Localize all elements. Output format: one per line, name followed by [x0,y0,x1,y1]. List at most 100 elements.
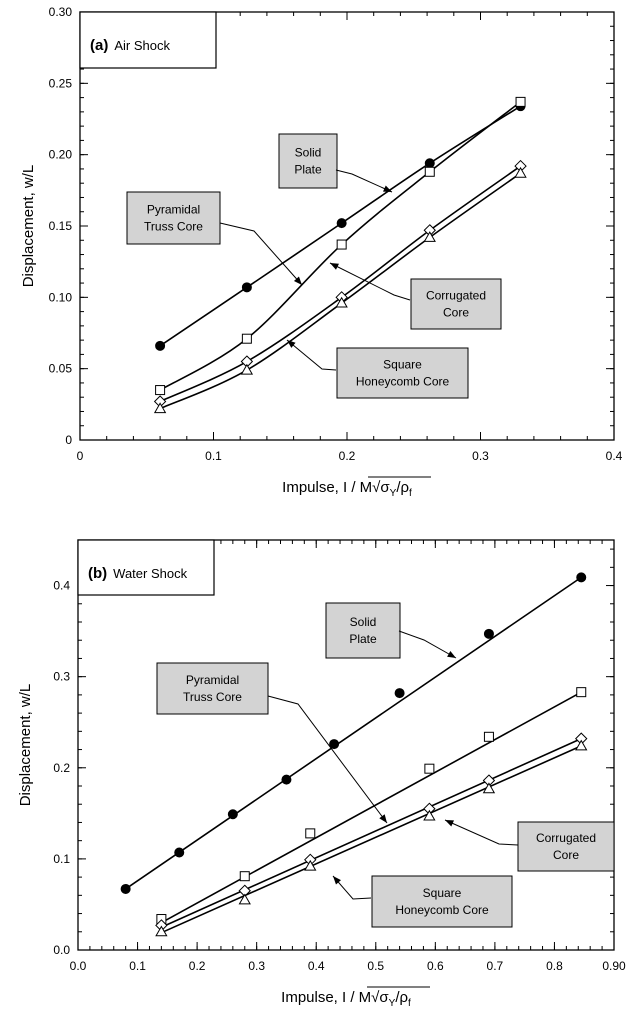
arrow-head-icon [330,263,339,270]
y-tick-label: 0.3 [53,670,70,684]
callout-text: Honeycomb Core [356,375,450,389]
x-tick-label: 0.3 [248,959,265,973]
data-point [241,333,252,344]
x-label-sub-y: Y [389,998,396,1009]
x-label-rho: /ρ [396,479,409,496]
callout-text: Plate [349,632,377,646]
data-point [394,688,405,699]
data-point [155,385,166,396]
panel-title-text: Water Shock [113,566,187,581]
x-tick-label: 0.5 [367,959,384,973]
callout-text: Truss Core [183,690,242,704]
callout-text: Corrugated [536,831,596,845]
y-axis-label: Displacement, w/L [20,165,37,288]
data-point [483,628,494,639]
series-line [160,691,582,924]
panel-letter: (b) [88,565,107,582]
x-label-main: Impulse, I / M√σ [281,989,389,1006]
panel-a-air-shock: 0 0.1 0.2 0.3 0.4 0 0.05 0.10 0.15 0.20 0.25 0.30 Di… [20,5,623,499]
data-point [335,296,348,308]
arrow-head-icon [447,650,456,658]
y-tick-label: 0.4 [53,579,70,593]
x-tick-label: 0.3 [472,449,489,463]
callout-leader [444,819,519,846]
callout-text: Core [553,848,579,862]
callout-box [325,602,401,659]
callout-leader [267,695,388,824]
data-point [576,687,587,698]
minor-ticks [77,540,615,951]
x-tick-label: 0.2 [189,959,206,973]
callout-leader [329,262,411,301]
arrow-head-icon [445,820,454,827]
data-point [240,363,254,375]
callout-leader [332,875,372,900]
series-pyramidal-truss-core [156,687,587,925]
x-tick-label: 0.2 [339,449,356,463]
callout-leader [286,339,337,371]
y-tick-label: 0.20 [49,148,73,162]
data-point [575,739,588,751]
panel-title-box [77,539,215,596]
x-tick-label: 0.7 [487,959,504,973]
data-point [576,572,587,583]
y-tick-label: 0.25 [49,76,73,90]
x-label-sub-f: f [408,998,411,1009]
callout-2: Pyramidal Truss Core [126,191,303,286]
series-square-honeycomb-core [155,739,588,937]
data-point [424,158,435,169]
callout-box [336,347,469,399]
series-square-honeycomb-core [153,166,527,414]
x-tick-label: 0.6 [427,959,444,973]
callout-leader [219,222,303,286]
callout-1: Solid Plate [325,602,457,659]
x-label-sub-y: Y [390,488,397,499]
callout-4: Square Honeycomb Core [332,875,513,928]
x-tick-label: 0 [77,449,84,463]
callout-box [410,278,502,330]
panel-title-text: Air Shock [114,38,170,53]
data-point [424,166,435,177]
callout-box [278,133,338,189]
y-tick-label: 0.10 [49,290,73,304]
arrow-head-icon [379,814,387,823]
callout-2: Pyramidal Truss Core [156,662,388,824]
panel-title: (a) Air Shock [90,37,170,54]
series-solid-plate [120,572,587,894]
x-tick-label: 0.1 [205,449,222,463]
arrow-head-icon [293,276,302,285]
data-point [281,774,292,785]
y-tick-label: 0.15 [49,219,73,233]
panel-letter: (a) [90,37,108,54]
data-point [515,96,526,107]
callout-text: Truss Core [144,220,203,234]
callout-box [517,821,615,872]
data-point [238,893,251,905]
callout-text: Pyramidal [147,203,200,217]
x-tick-label: 0.90 [602,959,626,973]
y-tick-label: 0 [65,433,72,447]
x-axis-label: Impulse, I / M√σY/ρf [282,479,412,499]
callout-text: Square [383,358,422,372]
callout-box [371,875,513,928]
callout-3: Corrugated Core [329,262,502,330]
x-label-sub-f: f [409,488,412,499]
data-point [239,871,250,882]
plot-frame [77,539,615,951]
arrow-head-icon [383,185,392,192]
callout-box [126,191,221,245]
series-line [161,745,582,934]
callout-text: Core [443,306,469,320]
callout-text: Pyramidal [186,673,239,687]
data-point [155,340,166,351]
data-point [120,883,131,894]
series-pyramidal-truss-core [155,96,526,396]
x-tick-label: 0.1 [129,959,146,973]
panel-b-water-shock: 0.0 0.1 0.2 0.3 0.4 0.5 0.6 0.7 0.8 0.90 0.0 0.1 0.2… [17,539,626,1009]
data-point [153,402,167,414]
x-tick-label: 0.0 [70,959,87,973]
panel-title: (b) Water Shock [88,565,188,582]
data-point [227,809,238,820]
callout-leader [398,630,457,659]
